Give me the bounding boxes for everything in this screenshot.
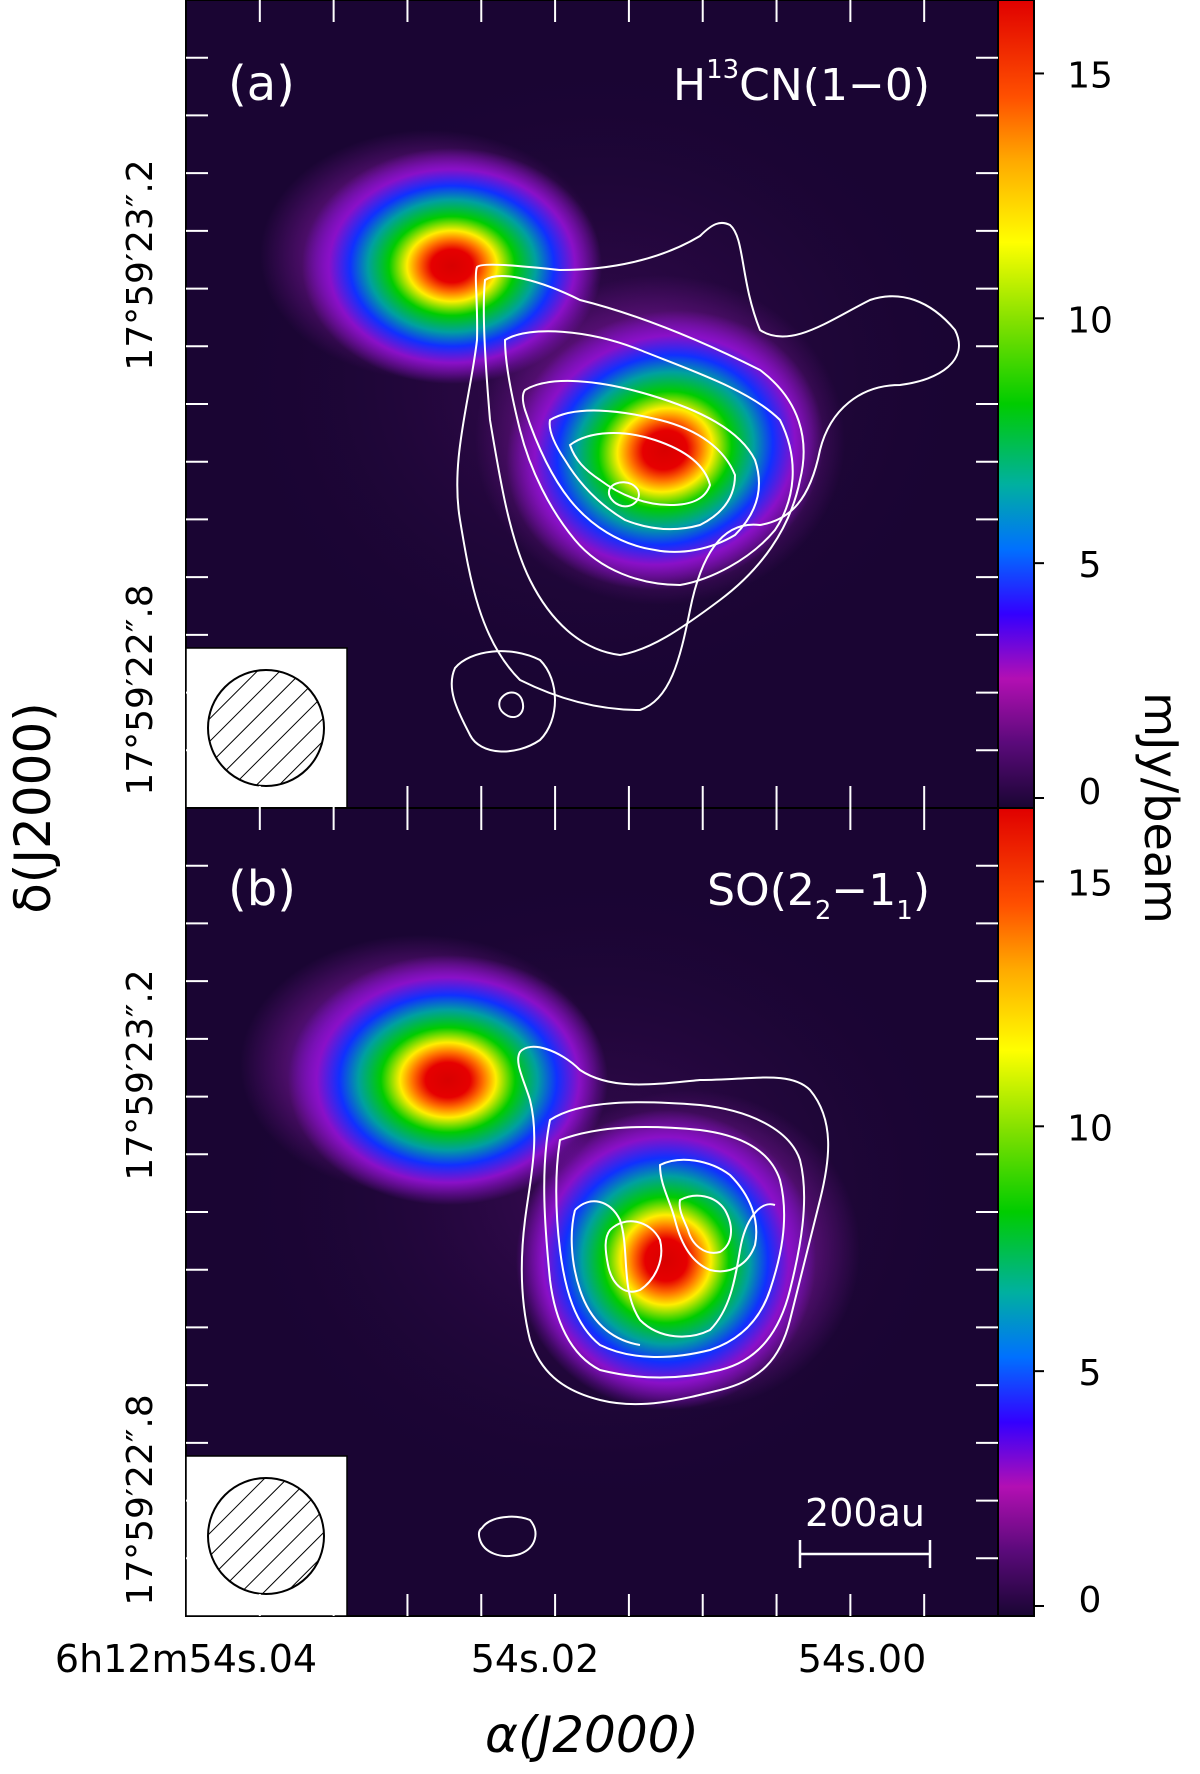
contour-b-8 [477, 1515, 537, 1558]
h13cn-peak-2 [506, 310, 824, 590]
scale-bar: 200au [798, 1491, 932, 1568]
colorbar-title: mJy/beam [1134, 692, 1188, 924]
h13cn-peak-1 [302, 148, 602, 384]
panel-b-image: 200au [186, 808, 998, 1616]
panel-a: (a) H13CN(1−0) [185, 0, 1035, 809]
cbar-tick-label-0-0: 0 [1079, 772, 1102, 813]
contour-b-7 [604, 1220, 663, 1293]
xtick-label-2: 54s.02 [471, 1637, 600, 1681]
cbar-tick-label-0-2: 10 [1067, 300, 1113, 341]
ytick-label-a-bottom: 17°59′22″.8 [120, 584, 161, 795]
axis-ticks [186, 0, 998, 1616]
panel-label-a: (a) [228, 56, 295, 112]
contours-a [450, 221, 960, 753]
xtick-label-3: 54s.00 [798, 1637, 927, 1681]
ytick-label-b-bottom: 17°59′22″.8 [120, 1394, 161, 1605]
contour-a-8 [450, 650, 556, 753]
cbar-tick-label-1-3: 15 [1067, 863, 1113, 904]
contour-a-3 [503, 330, 794, 587]
xtick-label-1: 6h12m54s.04 [55, 1637, 317, 1681]
ytick-label-a-top: 17°59′23″.2 [120, 159, 161, 370]
line-title-b: SO(22−11) [707, 865, 930, 926]
contour-b-3 [555, 1126, 786, 1358]
panel-label-b: (b) [228, 861, 296, 917]
contour-b-4 [570, 1200, 776, 1346]
beam-inset-a [185, 647, 348, 809]
contour-a-9 [498, 691, 524, 718]
colorbar-a [997, 0, 1035, 809]
beam-inset-b [185, 1455, 348, 1617]
cbar-tick-label-0-1: 5 [1079, 545, 1102, 586]
colorbar-ticks: 0 5 10 15 0 5 10 15 [1034, 55, 1113, 1621]
scale-bar-label: 200au [805, 1491, 925, 1535]
cbar-tick-label-0-3: 15 [1067, 55, 1113, 96]
x-axis-title: α(J2000) [485, 1706, 699, 1764]
contour-b-1 [517, 1045, 830, 1406]
cbar-tick-label-1-1: 5 [1079, 1353, 1102, 1394]
contour-b-5 [658, 1158, 758, 1273]
panel-a-image [186, 0, 998, 808]
ytick-label-b-top: 17°59′23″.2 [120, 969, 161, 1180]
colorbar-b [997, 807, 1035, 1617]
contour-a-7 [608, 481, 640, 508]
contour-a-4 [521, 379, 760, 553]
cbar-tick-label-1-0: 0 [1079, 1580, 1102, 1621]
contours-b [477, 1045, 830, 1558]
so-peak-1 [288, 955, 608, 1205]
contour-a-5 [548, 409, 737, 531]
contour-a-2 [482, 275, 805, 657]
contour-a-6 [568, 432, 712, 507]
contour-b-6 [678, 1194, 732, 1254]
contour-a-1 [456, 221, 960, 712]
cbar-tick-label-1-2: 10 [1067, 1108, 1113, 1149]
line-title-a: H13CN(1−0) [673, 55, 930, 111]
contour-b-2 [543, 1101, 806, 1379]
y-axis-title: δ(J2000) [4, 702, 62, 914]
panel-b: 200au (b) SO(22−11) [185, 807, 1035, 1617]
